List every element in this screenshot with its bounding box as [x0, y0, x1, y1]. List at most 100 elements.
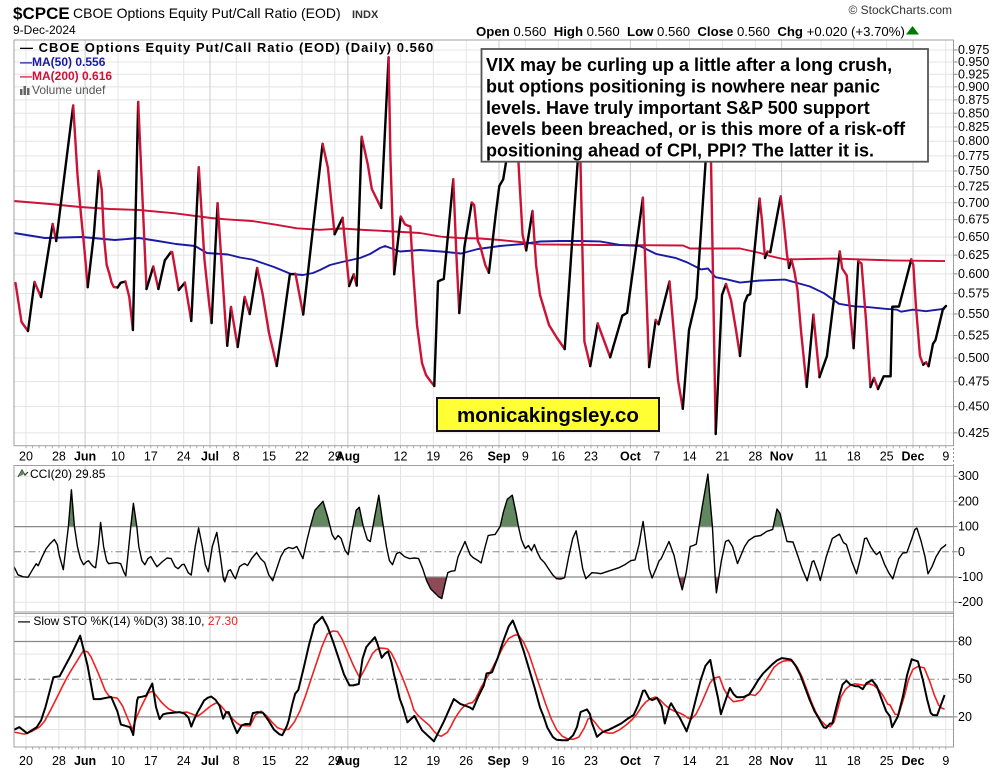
svg-text:0: 0 [958, 545, 965, 559]
svg-text:24: 24 [177, 450, 191, 464]
svg-text:0.450: 0.450 [958, 400, 989, 414]
svg-text:Dec: Dec [902, 754, 925, 768]
svg-text:29: 29 [328, 450, 342, 464]
svg-text:12: 12 [394, 450, 408, 464]
svg-text:0.700: 0.700 [958, 196, 989, 210]
svg-text:0.650: 0.650 [958, 230, 989, 244]
svg-text:CBOE Options Equity Put/Call R: CBOE Options Equity Put/Call Ratio (EOD) [73, 5, 341, 21]
svg-text:INDX: INDX [352, 9, 379, 21]
svg-text:10: 10 [111, 450, 125, 464]
svg-text:8: 8 [233, 754, 240, 768]
svg-text:—MA(200) 0.616: —MA(200) 0.616 [20, 69, 112, 83]
svg-text:0.600: 0.600 [958, 267, 989, 281]
svg-text:$CPCE: $CPCE [13, 4, 70, 23]
svg-text:levels. Have truly important S: levels. Have truly important S&P 500 sup… [486, 98, 870, 118]
svg-text:28: 28 [52, 450, 66, 464]
svg-text:9-Dec-2024: 9-Dec-2024 [13, 23, 76, 37]
svg-text:Jul: Jul [201, 450, 219, 464]
svg-text:0.750: 0.750 [958, 164, 989, 178]
svg-text:Jul: Jul [201, 754, 219, 768]
svg-text:0.425: 0.425 [958, 426, 989, 440]
svg-text:Volume undef: Volume undef [32, 83, 106, 97]
svg-text:levels been breached, or is th: levels been breached, or is this more of… [486, 119, 906, 139]
svg-text:26: 26 [459, 754, 473, 768]
svg-text:20: 20 [19, 450, 33, 464]
svg-text:22: 22 [295, 450, 309, 464]
svg-text:Oct: Oct [620, 754, 642, 768]
svg-text:9: 9 [522, 754, 529, 768]
svg-text:17: 17 [144, 754, 158, 768]
svg-text:12: 12 [394, 754, 408, 768]
svg-text:0.575: 0.575 [958, 287, 989, 301]
svg-text:15: 15 [262, 450, 276, 464]
svg-text:16: 16 [551, 450, 565, 464]
svg-text:0.675: 0.675 [958, 213, 989, 227]
svg-text:0.500: 0.500 [958, 351, 989, 365]
svg-text:19: 19 [426, 450, 440, 464]
svg-text:—MA(50) 0.556: —MA(50) 0.556 [20, 55, 106, 69]
svg-text:— CBOE Options Equity Put/Call: — CBOE Options Equity Put/Call Ratio (EO… [20, 40, 434, 55]
svg-text:200: 200 [958, 494, 979, 508]
svg-text:— Slow STO %K(14) %D(3) 38.10,: — Slow STO %K(14) %D(3) 38.10, 27.30 [18, 614, 238, 628]
svg-text:9: 9 [942, 450, 949, 464]
svg-text:25: 25 [880, 754, 894, 768]
svg-text:18: 18 [847, 754, 861, 768]
svg-text:7: 7 [653, 754, 660, 768]
svg-text:0.775: 0.775 [958, 149, 989, 163]
svg-text:18: 18 [847, 450, 861, 464]
svg-text:24: 24 [177, 754, 191, 768]
svg-text:15: 15 [262, 754, 276, 768]
svg-text:but options positioning is now: but options positioning is nowhere near … [486, 76, 880, 96]
svg-text:9: 9 [522, 450, 529, 464]
svg-text:monicakingsley.co: monicakingsley.co [457, 404, 639, 427]
svg-text:Jun: Jun [74, 450, 96, 464]
svg-text:Sep: Sep [488, 754, 511, 768]
svg-text:0.925: 0.925 [958, 67, 989, 81]
svg-text:22: 22 [295, 754, 309, 768]
svg-text:-100: -100 [958, 570, 983, 584]
svg-text:14: 14 [683, 754, 697, 768]
svg-text:VIX may be curling up a little: VIX may be curling up a little after a l… [486, 55, 892, 75]
svg-text:© StockCharts.com: © StockCharts.com [848, 3, 952, 17]
svg-text:23: 23 [584, 754, 598, 768]
svg-text:Aug: Aug [336, 450, 360, 464]
svg-text:11: 11 [815, 450, 828, 464]
svg-text:7: 7 [653, 450, 660, 464]
svg-text:20: 20 [19, 754, 33, 768]
svg-text:Aug: Aug [336, 754, 360, 768]
svg-text:Sep: Sep [488, 450, 511, 464]
svg-text:-200: -200 [958, 595, 983, 609]
svg-text:80: 80 [958, 635, 972, 649]
svg-text:Open 0.560 High 0.560 Low 0.: Open 0.560 High 0.560 Low 0.560 Close 0.… [476, 24, 905, 39]
svg-text:0.550: 0.550 [958, 307, 989, 321]
svg-text:0.475: 0.475 [958, 375, 989, 389]
svg-text:19: 19 [426, 754, 440, 768]
svg-text:25: 25 [880, 450, 894, 464]
svg-text:0.525: 0.525 [958, 329, 989, 343]
svg-text:positioning ahead of CPI, PPI?: positioning ahead of CPI, PPI? The latte… [486, 141, 874, 161]
svg-text:0.825: 0.825 [958, 120, 989, 134]
svg-text:9: 9 [942, 754, 949, 768]
svg-text:28: 28 [748, 754, 762, 768]
svg-text:0.975: 0.975 [958, 43, 989, 57]
svg-text:0.725: 0.725 [958, 180, 989, 194]
svg-text:10: 10 [111, 754, 125, 768]
svg-text:0.800: 0.800 [958, 134, 989, 148]
svg-text:28: 28 [748, 450, 762, 464]
svg-text:100: 100 [958, 520, 979, 534]
svg-text:11: 11 [815, 754, 828, 768]
svg-text:14: 14 [683, 450, 697, 464]
svg-text:0.850: 0.850 [958, 106, 989, 120]
svg-text:0.625: 0.625 [958, 248, 989, 262]
svg-text:29: 29 [328, 754, 342, 768]
svg-text:21: 21 [715, 754, 729, 768]
svg-text:23: 23 [584, 450, 598, 464]
svg-text:21: 21 [715, 450, 729, 464]
svg-text:300: 300 [958, 469, 979, 483]
svg-text:17: 17 [144, 450, 158, 464]
svg-text:Oct: Oct [620, 450, 642, 464]
svg-text:0.900: 0.900 [958, 80, 989, 94]
svg-text:16: 16 [551, 754, 565, 768]
svg-text:26: 26 [459, 450, 473, 464]
svg-text:Nov: Nov [770, 754, 794, 768]
